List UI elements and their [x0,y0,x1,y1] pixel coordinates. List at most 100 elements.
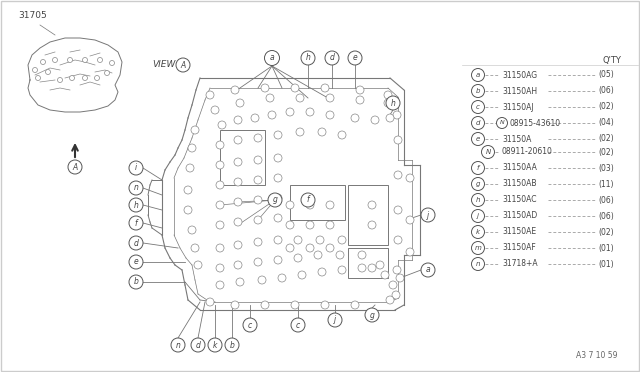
Circle shape [218,121,226,129]
Circle shape [254,196,262,204]
Text: a: a [476,72,480,78]
Circle shape [234,158,242,166]
Circle shape [70,76,74,80]
Text: d: d [196,340,200,350]
Text: (05): (05) [598,71,614,80]
Text: i: i [135,164,137,173]
Circle shape [497,118,508,128]
Circle shape [298,271,306,279]
Circle shape [243,318,257,332]
Circle shape [358,251,366,259]
Circle shape [274,214,282,222]
Circle shape [274,154,282,162]
Circle shape [274,174,282,182]
Text: (03): (03) [598,164,614,173]
Circle shape [33,67,38,73]
Text: (06): (06) [598,196,614,205]
Circle shape [109,61,115,65]
Circle shape [338,236,346,244]
Circle shape [129,216,143,230]
Circle shape [472,84,484,97]
Circle shape [392,291,400,299]
Bar [348,185,388,245]
Circle shape [351,301,359,309]
Circle shape [261,301,269,309]
Circle shape [365,308,379,322]
Circle shape [326,111,334,119]
Text: k: k [213,340,217,350]
Text: h: h [390,99,396,108]
Circle shape [296,94,304,102]
Text: 31150AA: 31150AA [502,164,537,173]
Circle shape [254,238,262,246]
Text: j: j [477,213,479,219]
Text: 31705: 31705 [18,11,47,20]
Circle shape [368,201,376,209]
Text: N: N [500,121,504,125]
Circle shape [306,108,314,116]
Text: (02): (02) [598,103,614,112]
Text: Q'TY: Q'TY [603,56,621,65]
Circle shape [268,193,282,207]
Circle shape [129,255,143,269]
Text: (04): (04) [598,119,614,128]
Circle shape [381,271,389,279]
Circle shape [386,114,394,122]
Circle shape [321,301,329,309]
Circle shape [472,193,484,206]
Text: 31150AJ: 31150AJ [502,103,534,112]
Circle shape [318,128,326,136]
Text: 31150AC: 31150AC [502,196,536,205]
Circle shape [306,201,314,209]
Bar [220,130,265,185]
Circle shape [472,116,484,129]
Circle shape [386,96,400,110]
Circle shape [294,254,302,262]
Circle shape [234,178,242,186]
Circle shape [481,145,495,158]
Circle shape [258,276,266,284]
Circle shape [234,261,242,269]
Circle shape [384,99,392,107]
Text: c: c [296,321,300,330]
Circle shape [188,226,196,234]
Circle shape [216,264,224,272]
Text: n: n [476,261,480,267]
Circle shape [472,225,484,238]
Text: d: d [476,120,480,126]
Circle shape [306,221,314,229]
Circle shape [394,236,402,244]
Circle shape [384,91,392,99]
Text: c: c [248,321,252,330]
Circle shape [67,58,72,62]
Circle shape [274,131,282,139]
Circle shape [358,264,366,272]
Circle shape [394,206,402,214]
Circle shape [251,114,259,122]
Circle shape [421,208,435,222]
Text: h: h [134,201,138,209]
Circle shape [194,261,202,269]
Circle shape [254,176,262,184]
Circle shape [234,218,242,226]
Text: c: c [476,104,480,110]
Circle shape [356,96,364,104]
Text: n: n [134,183,138,192]
Text: a: a [426,266,430,275]
Circle shape [176,58,190,72]
Circle shape [406,248,414,256]
Circle shape [254,258,262,266]
Circle shape [472,209,484,222]
Circle shape [294,236,302,244]
Text: 31150AD: 31150AD [502,212,537,221]
Circle shape [216,141,224,149]
Text: A: A [72,163,77,171]
Text: f: f [307,196,309,205]
Circle shape [368,221,376,229]
Circle shape [326,244,334,252]
Text: m: m [475,245,481,251]
Circle shape [191,244,199,252]
Text: A: A [180,61,186,70]
Circle shape [58,77,63,83]
Text: b: b [134,278,138,286]
